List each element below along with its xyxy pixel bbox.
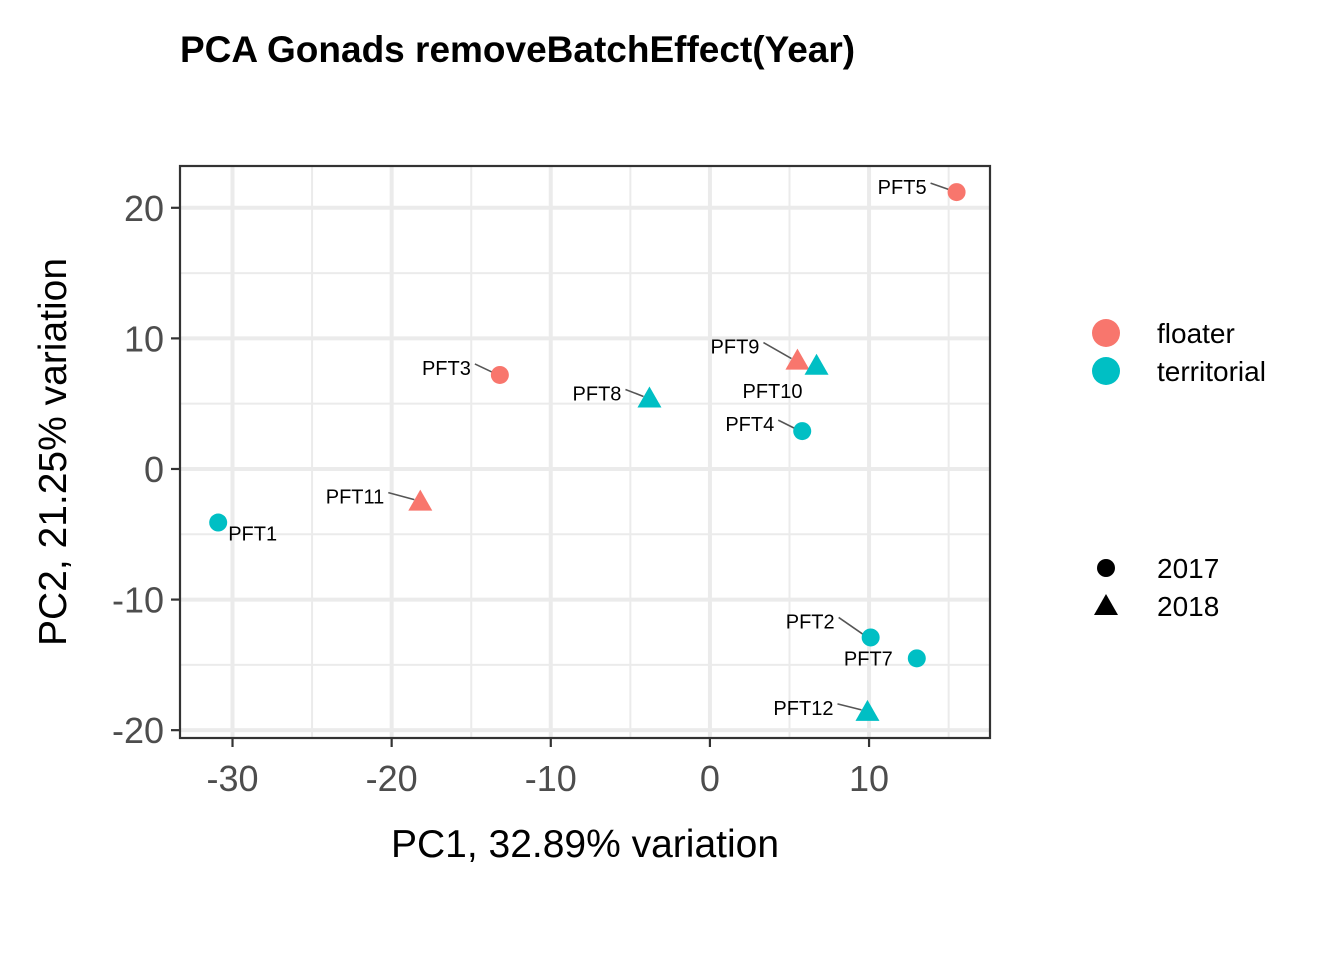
- point-circle: [490, 365, 509, 384]
- leader-line: [388, 491, 415, 501]
- point-labels: PFT5 PFT9 PFT10 PFT3 PFT8 PFT4 PFT11 PFT1 PFT2 PF…: [228, 177, 926, 720]
- x-tick-label: -30: [206, 758, 258, 799]
- legend-shape-label: 2017: [1157, 553, 1219, 584]
- legend-color-label: territorial: [1157, 356, 1266, 387]
- point-label: PFT5: [878, 177, 927, 199]
- legend-color-label: floater: [1157, 318, 1235, 349]
- legend-shape-key: [1097, 559, 1115, 577]
- point-label: PFT9: [711, 337, 760, 359]
- x-tick-label: 10: [849, 758, 889, 799]
- point-triangle: [855, 699, 880, 721]
- point-label: PFT10: [743, 381, 803, 403]
- data-points: [209, 183, 966, 721]
- leader-line: [838, 616, 866, 637]
- y-tick-label: -10: [112, 580, 164, 621]
- leader-line: [763, 341, 792, 360]
- point-label: PFT11: [326, 487, 385, 509]
- leader-line: [474, 363, 495, 374]
- leader-line: [930, 182, 951, 191]
- point-triangle: [637, 386, 662, 408]
- point-label: PFT4: [725, 414, 774, 436]
- plot-panel-border: [178, 164, 992, 740]
- x-axis-title: PC1, 32.89% variation: [391, 823, 779, 866]
- point-label: PFT3: [422, 358, 471, 380]
- leader-line: [777, 419, 797, 430]
- x-tick-label: -10: [525, 758, 577, 799]
- point-triangle: [408, 489, 433, 511]
- legend-shape-key: [1094, 594, 1118, 615]
- point-triangle: [785, 348, 810, 370]
- chart-title: PCA Gonads removeBatchEffect(Year): [180, 29, 855, 70]
- point-label: PFT1: [228, 524, 277, 546]
- legend: floater territorial 2017 2018: [1092, 318, 1266, 622]
- point-circle: [793, 422, 812, 441]
- point-label: PFT8: [573, 383, 622, 405]
- point-circle: [209, 513, 228, 532]
- point-circle: [861, 628, 880, 647]
- y-axis-title: PC2, 21.25% variation: [32, 258, 75, 646]
- point-triangle: [804, 353, 829, 375]
- label-leader-lines: [388, 182, 951, 711]
- leader-line: [625, 388, 644, 398]
- x-tick-label: 0: [700, 758, 720, 799]
- point-circle: [947, 183, 966, 202]
- point-label: PFT7: [844, 648, 893, 670]
- y-tick-label: 0: [144, 449, 164, 490]
- y-tick-label: 10: [124, 318, 164, 359]
- leader-line: [837, 703, 862, 711]
- x-tick-label: -20: [366, 758, 418, 799]
- y-tick-label: 20: [124, 188, 164, 229]
- point-label: PFT2: [786, 611, 835, 633]
- legend-color-key: [1092, 357, 1120, 385]
- y-tick-label: -20: [112, 710, 164, 751]
- axis-ticks: -30 -20 -10 0 10 20 10 0 -10 -20: [112, 188, 889, 799]
- point-circle: [907, 649, 926, 668]
- legend-shape-label: 2018: [1157, 591, 1219, 622]
- point-label: PFT12: [773, 698, 833, 720]
- legend-color-key: [1092, 319, 1120, 347]
